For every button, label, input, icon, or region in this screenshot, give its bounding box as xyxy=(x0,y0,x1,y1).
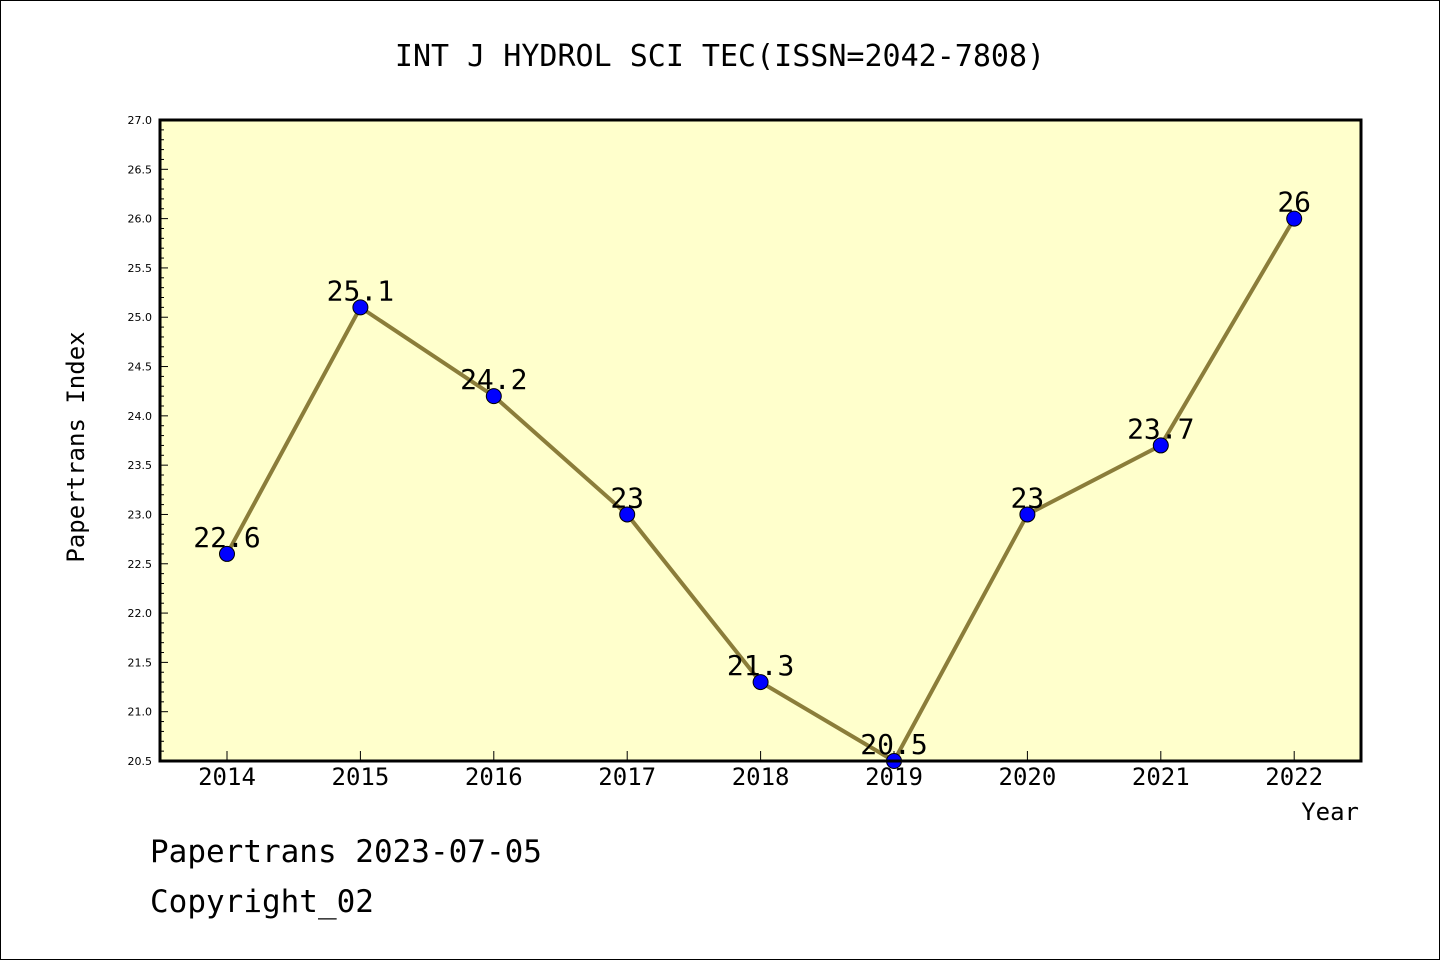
y-tick-label: 23.5 xyxy=(128,459,153,472)
data-label: 23 xyxy=(610,481,644,514)
x-tick-label: 2015 xyxy=(332,763,390,791)
data-label: 23 xyxy=(1011,481,1045,514)
y-tick-label: 23.0 xyxy=(128,508,153,521)
y-tick-label: 21.5 xyxy=(128,656,153,669)
x-tick-label: 2014 xyxy=(198,763,256,791)
chart-title: INT J HYDROL SCI TEC(ISSN=2042-7808) xyxy=(395,39,1045,74)
y-tick-label: 26.0 xyxy=(128,213,153,226)
data-point xyxy=(1019,506,1036,523)
data-label: 26 xyxy=(1277,186,1311,219)
y-tick-label: 25.0 xyxy=(128,311,153,324)
y-tick-label: 22.5 xyxy=(128,558,153,571)
data-label: 23.7 xyxy=(1127,412,1194,445)
y-tick-label: 22.0 xyxy=(128,607,153,620)
y-tick-label: 25.5 xyxy=(128,262,153,275)
y-axis-label: Papertrans Index xyxy=(62,331,90,562)
x-tick-label: 2020 xyxy=(999,763,1057,791)
axis-ticks: 20.5 21.0 21.5 22.0 22.5 23.0 23.5 24.0 24.5 25.0… xyxy=(128,114,1324,791)
x-axis-label: Year xyxy=(1301,798,1359,826)
data-point xyxy=(1286,210,1303,227)
data-points xyxy=(219,210,1303,769)
data-point xyxy=(485,388,502,405)
y-tick-label: 20.5 xyxy=(128,755,153,768)
y-tick-label: 26.5 xyxy=(128,163,153,176)
data-point xyxy=(352,299,369,316)
x-tick-label: 2018 xyxy=(732,763,790,791)
data-point xyxy=(1152,437,1169,454)
data-point xyxy=(219,545,235,562)
plot-border xyxy=(158,118,1363,763)
data-label: 22.6 xyxy=(193,521,260,554)
footer-date: Papertrans 2023-07-05 xyxy=(150,834,542,870)
y-tick-label: 24.5 xyxy=(128,361,153,374)
data-point xyxy=(752,674,769,691)
y-tick-label: 27.0 xyxy=(128,114,153,127)
data-label: 25.1 xyxy=(327,274,394,307)
x-tick-label: 2017 xyxy=(598,763,656,791)
data-point xyxy=(619,506,636,523)
data-label: 24.2 xyxy=(460,363,527,396)
y-tick-label: 21.0 xyxy=(128,706,153,719)
x-tick-label: 2022 xyxy=(1265,763,1323,791)
data-labels: 22.6 25.1 24.2 23 21.3 20.5 23 23.7 26 xyxy=(193,186,1311,761)
data-label: 21.3 xyxy=(727,649,794,682)
y-tick-label: 24.0 xyxy=(128,410,153,423)
x-tick-label: 2021 xyxy=(1132,763,1190,791)
data-label: 20.5 xyxy=(860,728,927,761)
x-tick-label: 2016 xyxy=(465,763,523,791)
footer-copyright: Copyright_02 xyxy=(150,884,374,920)
